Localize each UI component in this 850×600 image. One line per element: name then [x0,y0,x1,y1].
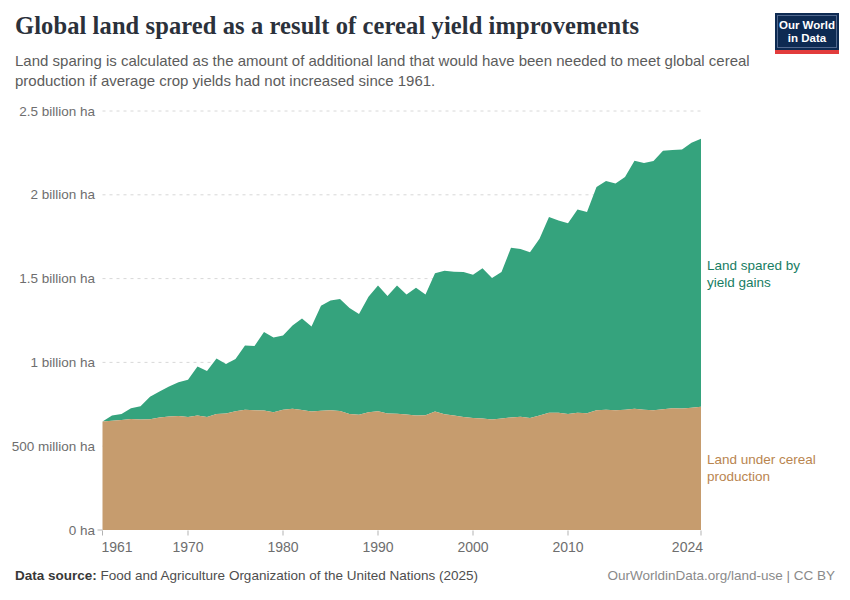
area-land-under-cereal-production[interactable] [103,407,702,530]
y-tick-label: 2 billion ha [30,187,95,202]
series-label-land-under-production: Land under cereal production [707,451,832,485]
x-tick-label: 1990 [362,539,393,555]
y-tick-label: 2.5 billion ha [19,104,95,119]
data-source-value: Food and Agriculture Organization of the… [101,568,478,583]
y-axis: 0 ha 500 million ha 1 billion ha 1.5 billio… [12,104,103,538]
data-source-note: Data source: Food and Agriculture Organi… [15,568,478,583]
y-tick-label: 1.5 billion ha [19,271,95,286]
x-tick-label: 1980 [267,539,298,555]
x-tick-label: 2000 [457,539,488,555]
x-tick-label: 1961 [102,539,133,555]
chart-page: Global land spared as a result of cereal… [0,0,850,600]
credit-link[interactable]: OurWorldinData.org/land-use | CC BY [607,568,835,583]
x-tick-label: 2010 [552,539,583,555]
x-tick-label: 1970 [172,539,203,555]
footer: Data source: Food and Agriculture Organi… [15,568,835,583]
data-source-label: Data source: [15,568,97,583]
area-land-spared-by-yield-gains[interactable] [103,139,702,422]
stacked-area-chart: 0 ha 500 million ha 1 billion ha 1.5 billio… [0,0,850,600]
y-tick-label: 0 ha [69,523,96,538]
series-label-land-spared: Land spared by yield gains [707,257,825,291]
x-tick-label: 2024 [672,539,703,555]
x-axis: 1961 1970 1980 1990 2000 2010 2024 [102,531,704,556]
y-tick-label: 1 billion ha [30,355,95,370]
y-tick-label: 500 million ha [12,439,96,454]
